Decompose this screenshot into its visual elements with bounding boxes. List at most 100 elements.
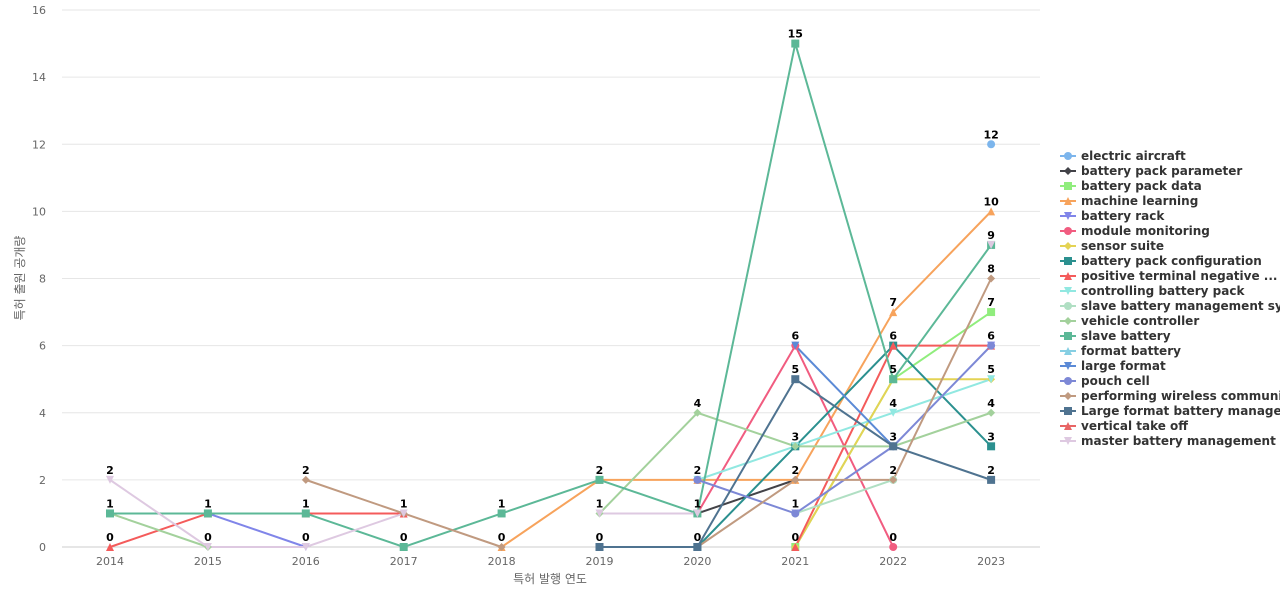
data-label: 0: [791, 531, 799, 544]
data-label: 12: [983, 128, 998, 141]
legend-label: module monitoring: [1081, 224, 1210, 238]
legend-item[interactable]: battery rack: [1060, 209, 1165, 223]
series-line: [794, 344, 894, 448]
data-label: 5: [987, 363, 995, 376]
legend-label: vertical take off: [1081, 419, 1188, 433]
legend-marker-symbol: [1064, 287, 1072, 295]
data-label: 1: [596, 497, 604, 510]
legend-item[interactable]: slave battery management sy...: [1060, 299, 1280, 313]
y-tick-label: 12: [32, 138, 46, 151]
data-point: [595, 475, 604, 484]
legend-label: pouch cell: [1081, 374, 1150, 388]
data-label: 4: [889, 397, 897, 410]
data-label: 2: [889, 464, 897, 477]
data-label: 1: [694, 497, 702, 510]
data-point: [693, 475, 702, 484]
legend-item[interactable]: large format: [1060, 359, 1166, 373]
y-tick-label: 4: [39, 407, 46, 420]
data-point: [987, 341, 996, 350]
data-point: [301, 475, 310, 484]
legend-marker-symbol: [1064, 422, 1072, 430]
data-label: 0: [400, 531, 408, 544]
data-point: [203, 509, 212, 518]
legend-item[interactable]: master battery management s...: [1060, 434, 1280, 448]
series-line: [794, 478, 894, 515]
data-point: [987, 207, 996, 216]
legend-item[interactable]: sensor suite: [1060, 239, 1164, 253]
legend-marker-symbol: [1064, 407, 1072, 415]
data-point: [889, 475, 898, 484]
data-label: 1: [791, 497, 799, 510]
data-label: 2: [106, 464, 114, 477]
legend-item[interactable]: module monitoring: [1060, 224, 1210, 238]
legend-marker-symbol: [1064, 167, 1072, 175]
data-point: [693, 509, 702, 518]
data-point: [595, 543, 604, 551]
data-label: 6: [987, 330, 995, 343]
data-label: 7: [987, 296, 995, 309]
legend-item[interactable]: Large format battery manage...: [1060, 404, 1280, 418]
data-point: [791, 475, 800, 484]
legend-item[interactable]: electric aircraft: [1060, 149, 1186, 163]
data-point: [889, 543, 898, 551]
legend-label: sensor suite: [1081, 239, 1164, 253]
legend-marker-symbol: [1064, 272, 1072, 280]
legend-label: positive terminal negative ...: [1081, 269, 1277, 283]
data-point: [399, 543, 408, 551]
data-label: 1: [400, 497, 408, 510]
legend-item[interactable]: battery pack data: [1060, 179, 1202, 193]
data-label: 2: [791, 464, 799, 477]
legend-item[interactable]: battery pack configuration: [1060, 254, 1262, 268]
data-label: 6: [791, 330, 799, 343]
legend-item[interactable]: vehicle controller: [1060, 314, 1199, 328]
series-line: [501, 210, 992, 548]
legend-item[interactable]: pouch cell: [1060, 374, 1150, 388]
series-lines: [109, 43, 992, 549]
legend-marker-symbol: [1064, 437, 1072, 445]
data-label: 5: [791, 363, 799, 376]
data-point: [987, 140, 996, 149]
data-label: 2: [596, 464, 604, 477]
legend-marker-symbol: [1064, 317, 1072, 325]
data-point: [106, 543, 114, 551]
x-tick-label: 2014: [96, 555, 124, 568]
x-axis-title: 특허 발행 연도: [513, 571, 587, 586]
y-axis-ticks: 0 2 4 6 8 10 12 14 16: [32, 4, 46, 554]
legend-marker-symbol: [1064, 362, 1072, 370]
data-label: 0: [302, 531, 310, 544]
legend-item[interactable]: slave battery: [1060, 329, 1171, 343]
y-tick-label: 6: [39, 340, 46, 353]
legend-item[interactable]: machine learning: [1060, 194, 1198, 208]
legend-marker-symbol: [1064, 257, 1072, 265]
y-tick-label: 0: [39, 541, 46, 554]
data-point: [399, 509, 408, 518]
legend-item[interactable]: vertical take off: [1060, 419, 1188, 433]
x-tick-label: 2021: [781, 555, 809, 568]
data-label: 0: [694, 531, 702, 544]
legend-marker-symbol: [1064, 212, 1072, 220]
data-point: [889, 442, 898, 451]
legend-marker-symbol: [1064, 377, 1072, 385]
data-label: 1: [106, 497, 114, 510]
data-point: [889, 308, 898, 317]
legend-label: battery pack configuration: [1081, 254, 1262, 268]
legend-item[interactable]: performing wireless communi...: [1060, 389, 1280, 403]
legend-item[interactable]: battery pack parameter: [1060, 164, 1242, 178]
legend-marker-symbol: [1064, 242, 1072, 250]
y-axis-title: 특허 출원 공개량: [13, 236, 27, 321]
legend-marker-symbol: [1064, 347, 1072, 355]
data-label: 9: [987, 229, 995, 242]
data-label: 10: [983, 195, 999, 208]
legend-item[interactable]: positive terminal negative ...: [1060, 269, 1277, 283]
legend-item[interactable]: controlling battery pack: [1060, 284, 1245, 298]
data-label: 1: [498, 497, 506, 510]
legend-marker-symbol: [1064, 392, 1072, 400]
data-point: [889, 341, 898, 350]
series-line: [109, 512, 209, 548]
y-tick-label: 10: [32, 205, 46, 218]
legend-item[interactable]: format battery: [1060, 344, 1181, 358]
data-point: [791, 39, 800, 48]
x-tick-label: 2019: [586, 555, 614, 568]
data-point: [987, 274, 996, 283]
